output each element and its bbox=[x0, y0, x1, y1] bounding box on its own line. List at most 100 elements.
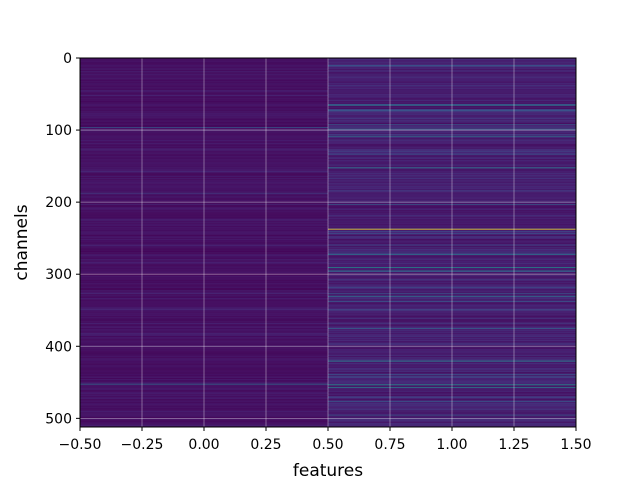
heatmap-cell-f1-r33 bbox=[328, 81, 576, 83]
heatmap-cell-f0-r423 bbox=[80, 362, 328, 364]
heatmap-cell-f0-r509 bbox=[80, 424, 328, 426]
heatmap-cell-f0-r14 bbox=[80, 68, 328, 70]
heatmap-cell-f0-r247 bbox=[80, 236, 328, 238]
heatmap-cell-f0-r216 bbox=[80, 213, 328, 215]
heatmap-cell-f1-r230 bbox=[328, 223, 576, 225]
heatmap-cell-f1-r285 bbox=[328, 263, 576, 265]
heatmap-cell-f0-r199 bbox=[80, 201, 328, 203]
heatmap-cell-f1-r501 bbox=[328, 419, 576, 421]
heatmap-cell-f0-r275 bbox=[80, 256, 328, 258]
heatmap-cell-f1-r314 bbox=[328, 284, 576, 286]
heatmap-cell-f0-r368 bbox=[80, 323, 328, 325]
heatmap-cell-f0-r133 bbox=[80, 153, 328, 155]
heatmap-cell-f0-r61 bbox=[80, 101, 328, 104]
heatmap-cell-f1-r418 bbox=[328, 359, 576, 361]
heatmap-cell-f1-r239 bbox=[328, 230, 576, 232]
heatmap-cell-f0-r128 bbox=[80, 150, 328, 152]
heatmap-cell-f1-r421 bbox=[328, 361, 576, 363]
heatmap-cell-f1-r459 bbox=[328, 388, 576, 390]
heatmap-cell-f0-r167 bbox=[80, 178, 328, 180]
heatmap-cell-f1-r121 bbox=[328, 145, 576, 147]
heatmap-cell-f1-r267 bbox=[328, 250, 576, 252]
heatmap-cell-f0-r60 bbox=[80, 101, 328, 103]
heatmap-cell-f0-r314 bbox=[80, 284, 328, 286]
heatmap-cell-f1-r143 bbox=[328, 161, 576, 163]
heatmap-cell-f1-r486 bbox=[328, 408, 576, 410]
heatmap-cell-f1-r22 bbox=[328, 73, 576, 75]
heatmap-cell-f1-r343 bbox=[328, 305, 576, 307]
heatmap-cell-f1-r293 bbox=[328, 269, 576, 271]
heatmap-cell-f1-r90 bbox=[328, 122, 576, 124]
heatmap-cell-f1-r337 bbox=[328, 300, 576, 302]
heatmap-cell-f1-r82 bbox=[328, 117, 576, 119]
heatmap-cell-f0-r93 bbox=[80, 125, 328, 127]
heatmap-cell-f0-r414 bbox=[80, 356, 328, 358]
heatmap-cell-f1-r434 bbox=[328, 370, 576, 372]
heatmap-cell-f0-r457 bbox=[80, 387, 328, 389]
heatmap-cell-f0-r251 bbox=[80, 238, 328, 241]
heatmap-cell-f0-r105 bbox=[80, 133, 328, 135]
heatmap-cell-f1-r101 bbox=[328, 130, 576, 132]
heatmap-cell-f0-r191 bbox=[80, 195, 328, 197]
heatmap-cell-f1-r341 bbox=[328, 303, 576, 305]
heatmap-cell-f1-r60 bbox=[328, 101, 576, 103]
heatmap-cell-f0-r494 bbox=[80, 414, 328, 416]
heatmap-cell-f1-r468 bbox=[328, 395, 576, 397]
heatmap-cell-f0-r400 bbox=[80, 346, 328, 348]
heatmap-cell-f0-r79 bbox=[80, 114, 328, 117]
heatmap-cell-f0-r306 bbox=[80, 278, 328, 280]
heatmap-cell-f1-r69 bbox=[328, 107, 576, 109]
heatmap-cell-f1-r40 bbox=[328, 86, 576, 88]
heatmap-cell-f1-r9 bbox=[328, 64, 576, 66]
heatmap-cell-f1-r97 bbox=[328, 127, 576, 130]
heatmap-cell-f1-r31 bbox=[328, 80, 576, 82]
heatmap-cell-f1-r5 bbox=[328, 61, 576, 63]
heatmap-cell-f1-r495 bbox=[328, 414, 576, 416]
heatmap-cell-f0-r175 bbox=[80, 184, 328, 186]
heatmap-cell-f0-r335 bbox=[80, 299, 328, 301]
heatmap-cell-f1-r384 bbox=[328, 334, 576, 336]
heatmap-cell-f1-r226 bbox=[328, 220, 576, 222]
heatmap-cell-f0-r68 bbox=[80, 107, 328, 109]
heatmap-cell-f1-r308 bbox=[328, 279, 576, 282]
heatmap-cell-f1-r100 bbox=[328, 130, 576, 132]
heatmap-cell-f0-r41 bbox=[80, 87, 328, 89]
heatmap-cell-f0-r279 bbox=[80, 259, 328, 261]
heatmap-cell-f0-r196 bbox=[80, 199, 328, 201]
x-tick-label-5: 0.75 bbox=[374, 437, 405, 453]
heatmap-cell-f1-r169 bbox=[328, 179, 576, 181]
heatmap-cell-f1-r144 bbox=[328, 161, 576, 163]
heatmap-cell-f0-r356 bbox=[80, 314, 328, 316]
heatmap-cell-f1-r271 bbox=[328, 253, 576, 255]
heatmap-cell-f0-r204 bbox=[80, 205, 328, 207]
y-tick-label-3: 300 bbox=[45, 267, 72, 283]
heatmap-cell-f1-r86 bbox=[328, 119, 576, 122]
heatmap-cell-f0-r268 bbox=[80, 251, 328, 253]
heatmap-cell-f1-r281 bbox=[328, 260, 576, 262]
heatmap-cell-f0-r112 bbox=[80, 138, 328, 140]
heatmap-cell-f1-r397 bbox=[328, 344, 576, 346]
heatmap-cell-f1-r221 bbox=[328, 217, 576, 219]
heatmap-cell-f0-r149 bbox=[80, 165, 328, 167]
heatmap-cell-f0-r119 bbox=[80, 143, 328, 145]
heatmap-cell-f0-r245 bbox=[80, 234, 328, 236]
heatmap-cell-f1-r181 bbox=[328, 188, 576, 190]
heatmap-cell-f1-r200 bbox=[328, 202, 576, 204]
heatmap-cell-f0-r159 bbox=[80, 172, 328, 174]
heatmap-cell-f0-r438 bbox=[80, 373, 328, 375]
heatmap-cell-f1-r140 bbox=[328, 158, 576, 161]
heatmap-cell-f1-r311 bbox=[328, 282, 576, 284]
heatmap-cell-f1-r224 bbox=[328, 219, 576, 221]
heatmap-cell-f1-r312 bbox=[328, 282, 576, 284]
heatmap-cell-f1-r26 bbox=[328, 76, 576, 78]
heatmap-cell-f1-r148 bbox=[328, 164, 576, 166]
heatmap-cell-f1-r55 bbox=[328, 97, 576, 99]
plot-area bbox=[80, 58, 576, 428]
heatmap-cell-f1-r445 bbox=[328, 378, 576, 380]
heatmap-cell-f1-r162 bbox=[328, 174, 576, 176]
heatmap-cell-f0-r143 bbox=[80, 161, 328, 163]
heatmap-cell-f1-r474 bbox=[328, 399, 576, 401]
heatmap-cell-f0-r150 bbox=[80, 166, 328, 168]
heatmap-cell-f1-r497 bbox=[328, 416, 576, 418]
heatmap-cell-f0-r246 bbox=[80, 235, 328, 237]
